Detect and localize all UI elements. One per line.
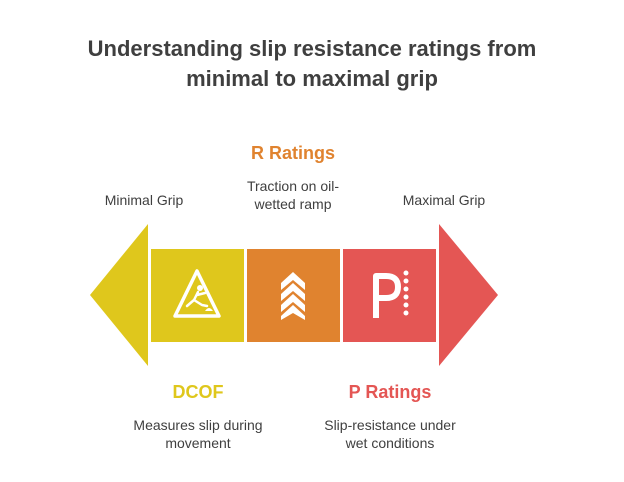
chevrons-up-icon (281, 272, 305, 320)
minimal-grip-label: Minimal Grip (104, 192, 184, 208)
dcof-description: Measures slip during movement (133, 417, 263, 451)
diagram-title: Understanding slip resistance ratings fr… (0, 34, 624, 94)
title-line-2: minimal to maximal grip (186, 66, 438, 91)
left-arrow-head (90, 224, 148, 366)
maximal-grip-label: Maximal Grip (402, 192, 486, 208)
r-ratings-description: Traction on oil- wetted ramp (246, 178, 340, 212)
dcof-heading: DCOF (172, 382, 224, 402)
title-line-1: Understanding slip resistance ratings fr… (87, 36, 537, 61)
p-ratings-heading: P Ratings (348, 382, 432, 402)
pendulum-p-icon (373, 270, 409, 318)
p-ratings-description: Slip-resistance under wet conditions (324, 417, 456, 451)
slip-warning-icon (173, 269, 221, 318)
r-ratings-heading: R Ratings (250, 143, 335, 163)
right-arrow-head (439, 224, 498, 366)
